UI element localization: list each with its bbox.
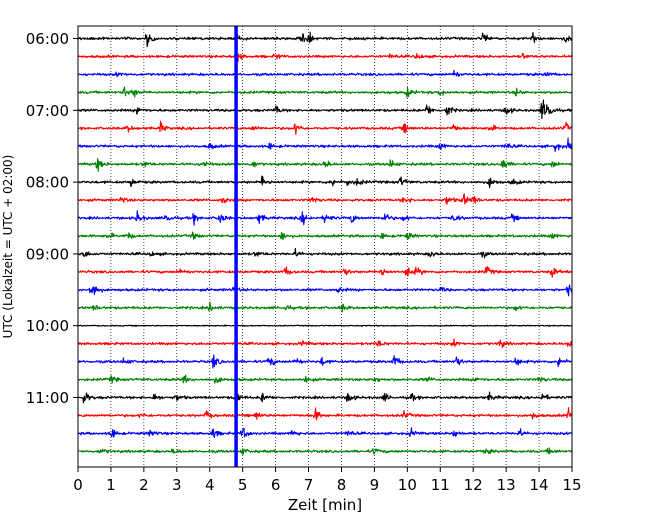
- x-tick-label: 2: [139, 476, 149, 494]
- x-tick-label: 8: [337, 476, 347, 494]
- trace-0730: [77, 137, 573, 152]
- trace-1015: [77, 338, 573, 349]
- x-tick-label: 14: [530, 476, 549, 494]
- trace-1130: [77, 427, 573, 439]
- trace-0945: [77, 301, 573, 313]
- trace-0900: [77, 247, 573, 259]
- trace-0600: [77, 31, 573, 48]
- trace-0715: [77, 120, 573, 135]
- y-tick-label: 06:00: [26, 30, 69, 48]
- x-tick-label: 7: [304, 476, 314, 494]
- x-axis-ticks: 0 1 2 3 4 5 6 7 8 9 10 11 12 13 14 15: [73, 467, 582, 494]
- x-tick-label: 5: [238, 476, 248, 494]
- trace-0630: [77, 69, 573, 78]
- trace-1045: [77, 374, 573, 384]
- trace-0745: [77, 157, 573, 172]
- x-tick-label: 0: [73, 476, 83, 494]
- y-tick-label: 07:00: [26, 102, 69, 120]
- y-tick-label: 10:00: [26, 317, 69, 335]
- trace-1000: [77, 324, 573, 327]
- y-tick-label: 11:00: [26, 389, 69, 407]
- x-tick-label: 3: [172, 476, 182, 494]
- x-tick-label: 9: [370, 476, 380, 494]
- y-tick-label: 09:00: [26, 245, 69, 263]
- x-tick-label: 6: [271, 476, 281, 494]
- trace-0615: [77, 49, 573, 62]
- trace-0815: [77, 193, 573, 205]
- x-tick-label: 13: [497, 476, 516, 494]
- x-tick-label: 10: [398, 476, 417, 494]
- trace-1115: [77, 407, 573, 421]
- plot-frame: [77, 25, 573, 468]
- x-tick-label: 4: [205, 476, 215, 494]
- trace-1100: [77, 391, 573, 404]
- y-axis-ticks: 06:00 07:00 08:00 09:00 10:00 11:00: [26, 30, 78, 407]
- trace-1145: [77, 447, 573, 456]
- x-tick-label: 1: [106, 476, 116, 494]
- trace-0645: [77, 86, 573, 98]
- trace-1030: [77, 354, 573, 369]
- trace-0700: [77, 99, 573, 120]
- trace-0800: [77, 175, 573, 189]
- trace-0915: [77, 266, 573, 278]
- x-tick-label: 12: [464, 476, 483, 494]
- x-tick-label: 11: [431, 476, 450, 494]
- x-tick-label: 15: [562, 476, 581, 494]
- y-axis-title: UTC (Lokalzeit = UTC + 02:00): [1, 155, 15, 339]
- trace-0930: [77, 284, 573, 297]
- trace-0845: [77, 231, 573, 241]
- y-tick-label: 08:00: [26, 174, 69, 192]
- trace-0830: [77, 210, 573, 226]
- seismic-traces: [77, 31, 573, 456]
- x-axis-title: Zeit [min]: [288, 496, 362, 514]
